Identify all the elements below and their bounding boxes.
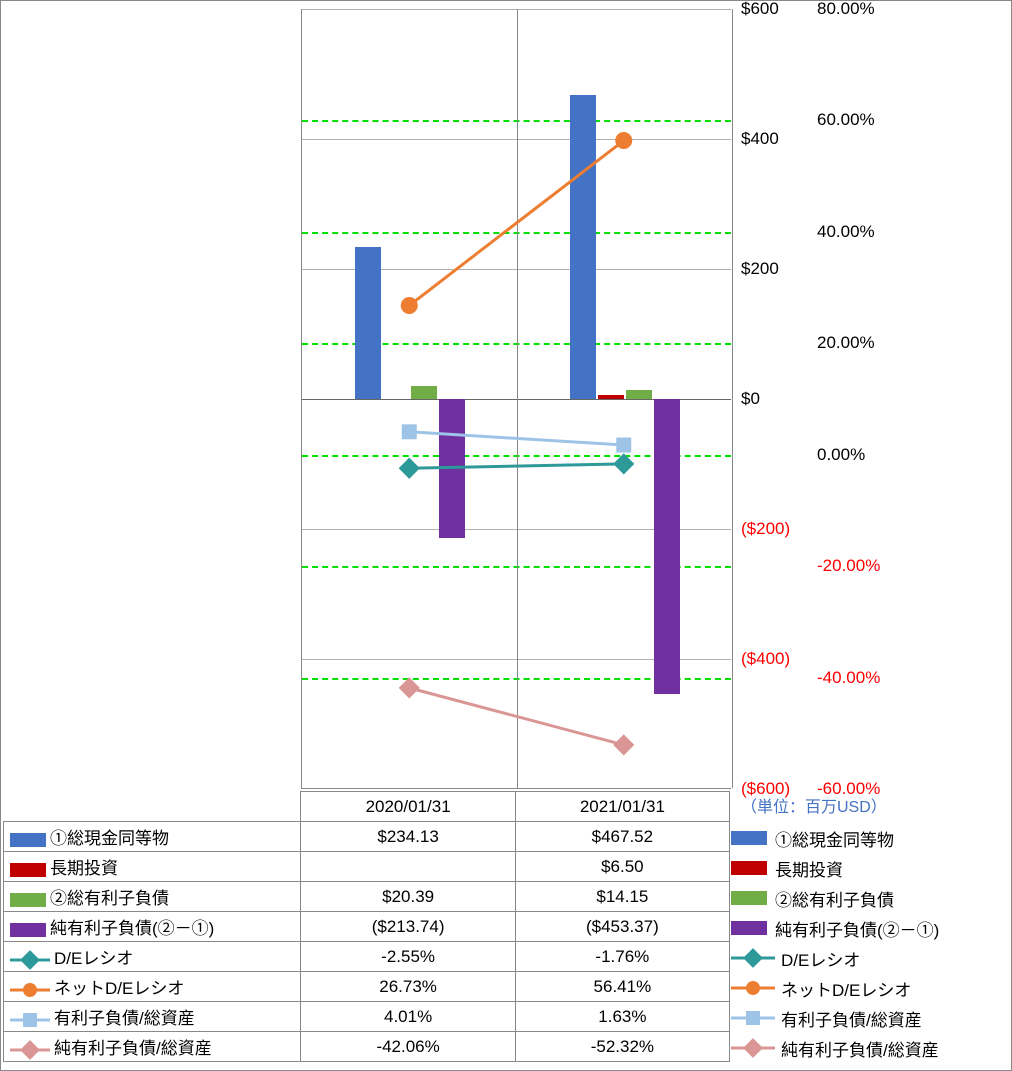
legend-item-cash: ①総現金同等物 bbox=[731, 823, 1011, 853]
y2-tick-label: 20.00% bbox=[817, 333, 907, 353]
table-cell: -2.55% bbox=[301, 942, 515, 972]
y2-axis-labels: 80.00%60.00%40.00%20.00%0.00%-20.00%-40.… bbox=[817, 9, 907, 789]
chart-container: $600$400$200$0($200)($400)($600) 80.00%6… bbox=[0, 0, 1012, 1071]
table-col-header: 2021/01/31 bbox=[515, 792, 729, 822]
table-cell: 56.41% bbox=[515, 972, 729, 1002]
row-label: 長期投資 bbox=[50, 859, 118, 878]
table-cell: $14.15 bbox=[515, 882, 729, 912]
y1-axis-labels: $600$400$200$0($200)($400)($600) bbox=[741, 9, 811, 789]
unit-label: （単位：百万USD） bbox=[741, 793, 887, 817]
table-cell: $467.52 bbox=[515, 822, 729, 852]
y1-tick-label: $200 bbox=[741, 259, 811, 279]
table-cell: 26.73% bbox=[301, 972, 515, 1002]
table-cell: ($453.37) bbox=[515, 912, 729, 942]
row-label: 純有利子負債(②－①) bbox=[50, 919, 214, 938]
legend-item-de: D/Eレシオ bbox=[731, 943, 1011, 973]
table-cell: $234.13 bbox=[301, 822, 515, 852]
y1-tick-label: ($400) bbox=[741, 649, 811, 669]
y1-tick-label: $600 bbox=[741, 0, 811, 19]
legend-label: 純有利子負債/総資産 bbox=[781, 1036, 939, 1061]
table-row: 有利子負債/総資産 4.01%1.63% bbox=[4, 1002, 730, 1032]
plot-area bbox=[301, 9, 731, 789]
legend: ①総現金同等物長期投資 ②総有利子負債純有利子負債(②－①) D/EレシオネットD/… bbox=[731, 823, 1011, 1063]
table-col-header: 2020/01/31 bbox=[301, 792, 515, 822]
bar-netdebt bbox=[439, 399, 465, 538]
table-cell: ($213.74) bbox=[301, 912, 515, 942]
legend-label: 長期投資 bbox=[775, 856, 843, 881]
legend-label: 純有利子負債(②－①) bbox=[775, 916, 939, 941]
bar-debt bbox=[411, 386, 437, 399]
legend-label: ②総有利子負債 bbox=[775, 886, 894, 911]
table-row: 純有利子負債(②－①) ($213.74)($453.37) bbox=[4, 912, 730, 942]
legend-label: D/Eレシオ bbox=[781, 946, 860, 971]
bar-debt bbox=[626, 390, 652, 399]
bar-cash bbox=[355, 247, 381, 399]
table-row: ネットD/Eレシオ 26.73%56.41% bbox=[4, 972, 730, 1002]
legend-item-debt_ta: 有利子負債/総資産 bbox=[731, 1003, 1011, 1033]
bar-cash bbox=[570, 95, 596, 399]
table-row: ①総現金同等物 $234.13$467.52 bbox=[4, 822, 730, 852]
table-row: 純有利子負債/総資産 -42.06%-52.32% bbox=[4, 1032, 730, 1062]
data-table: 2020/01/312021/01/31 ①総現金同等物 $234.13$467.5… bbox=[3, 791, 730, 1062]
bar-longinv bbox=[598, 395, 624, 399]
legend-label: 有利子負債/総資産 bbox=[781, 1006, 922, 1031]
y2-tick-label: -20.00% bbox=[817, 556, 907, 576]
table-cell: -1.76% bbox=[515, 942, 729, 972]
table-cell: 4.01% bbox=[301, 1002, 515, 1032]
table-cell: -52.32% bbox=[515, 1032, 729, 1062]
legend-label: ネットD/Eレシオ bbox=[781, 976, 911, 1001]
legend-item-netd_ta: 純有利子負債/総資産 bbox=[731, 1033, 1011, 1063]
row-label: ①総現金同等物 bbox=[50, 829, 169, 848]
y2-tick-label: 60.00% bbox=[817, 110, 907, 130]
y2-tick-label: 40.00% bbox=[817, 222, 907, 242]
y1-tick-label: ($200) bbox=[741, 519, 811, 539]
table-row: ②総有利子負債 $20.39$14.15 bbox=[4, 882, 730, 912]
table-cell: -42.06% bbox=[301, 1032, 515, 1062]
table-row: D/Eレシオ -2.55%-1.76% bbox=[4, 942, 730, 972]
legend-item-netdebt: 純有利子負債(②－①) bbox=[731, 913, 1011, 943]
row-label: ②総有利子負債 bbox=[50, 889, 169, 908]
legend-item-longinv: 長期投資 bbox=[731, 853, 1011, 883]
y2-tick-label: 80.00% bbox=[817, 0, 907, 19]
table-cell: 1.63% bbox=[515, 1002, 729, 1032]
table-cell bbox=[301, 852, 515, 882]
row-label: 純有利子負債/総資産 bbox=[54, 1039, 212, 1058]
legend-item-netde: ネットD/Eレシオ bbox=[731, 973, 1011, 1003]
y1-tick-label: $400 bbox=[741, 129, 811, 149]
table-cell: $6.50 bbox=[515, 852, 729, 882]
y1-tick-label: $0 bbox=[741, 389, 811, 409]
row-label: ネットD/Eレシオ bbox=[54, 979, 184, 998]
row-label: 有利子負債/総資産 bbox=[54, 1009, 195, 1028]
y2-tick-label: -40.00% bbox=[817, 668, 907, 688]
y2-tick-label: 0.00% bbox=[817, 445, 907, 465]
table-cell: $20.39 bbox=[301, 882, 515, 912]
legend-label: ①総現金同等物 bbox=[775, 826, 894, 851]
table-row: 長期投資 $6.50 bbox=[4, 852, 730, 882]
legend-item-debt: ②総有利子負債 bbox=[731, 883, 1011, 913]
row-label: D/Eレシオ bbox=[54, 949, 133, 968]
bar-netdebt bbox=[654, 399, 680, 694]
